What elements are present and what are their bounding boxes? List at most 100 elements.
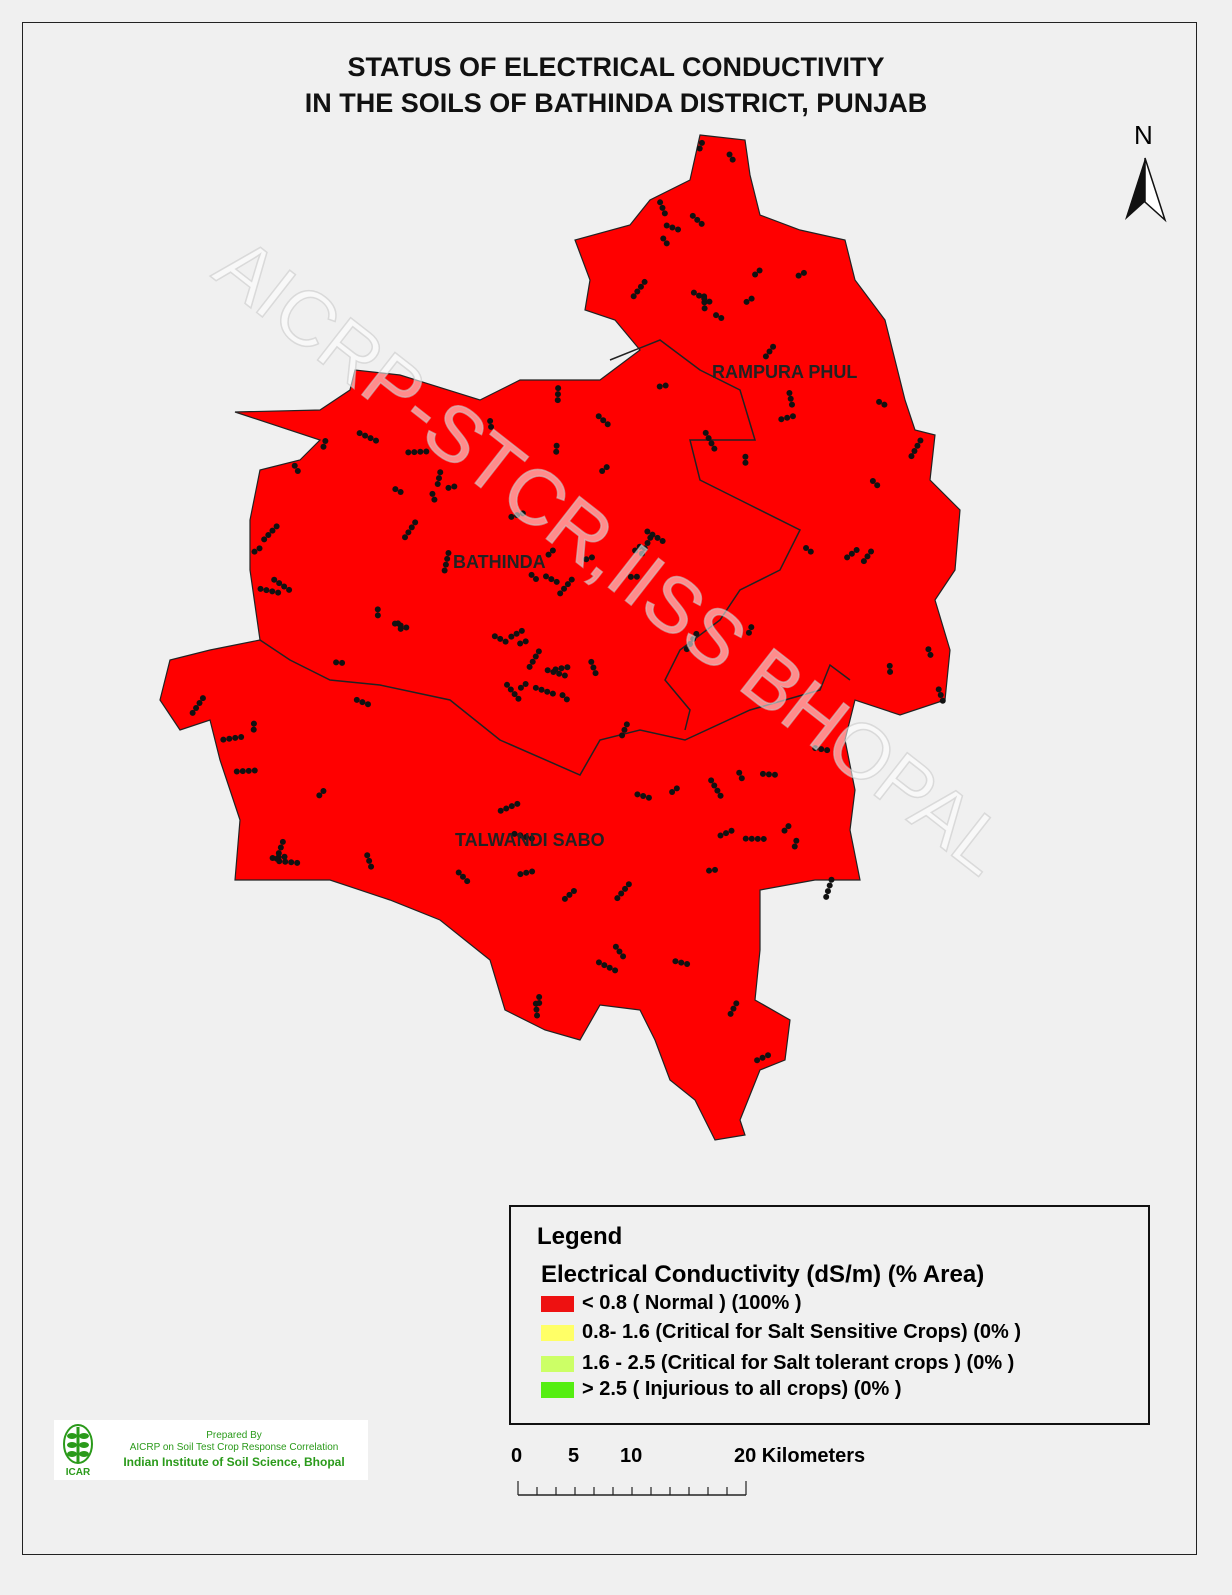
- sample-point: [405, 529, 412, 536]
- sample-point: [497, 635, 504, 642]
- sample-point: [736, 769, 743, 776]
- sample-point: [451, 483, 458, 490]
- sample-point: [701, 305, 708, 312]
- sample-point: [554, 397, 561, 404]
- sample-point: [641, 545, 648, 552]
- sample-point: [619, 732, 626, 739]
- block-label-bathinda: BATHINDA: [453, 552, 546, 572]
- sample-point: [548, 576, 555, 583]
- sample-point: [269, 527, 276, 534]
- sample-point: [245, 767, 252, 774]
- sample-point: [273, 523, 280, 530]
- sample-point: [784, 414, 791, 421]
- sample-point: [517, 640, 524, 647]
- sample-point: [367, 435, 374, 442]
- sample-point: [502, 638, 509, 645]
- sample-point: [711, 445, 718, 452]
- sample-point: [824, 888, 831, 895]
- sample-point: [828, 876, 835, 883]
- sample-point: [423, 448, 430, 455]
- sample-point: [876, 398, 883, 405]
- sample-point: [592, 670, 599, 677]
- sample-point: [392, 486, 399, 493]
- sample-point: [220, 736, 227, 743]
- north-arrow-icon: [1125, 157, 1167, 223]
- sample-point: [269, 588, 276, 595]
- sample-point: [238, 733, 245, 740]
- legend-item-label: 0.8- 1.6 (Critical for Salt Sensitive Cr…: [582, 1321, 1022, 1343]
- sample-point: [770, 343, 777, 350]
- credit-line1: Prepared By: [206, 1430, 262, 1441]
- sample-point: [445, 484, 452, 491]
- sample-point: [778, 416, 785, 423]
- sample-point: [612, 967, 619, 974]
- sample-point: [728, 827, 735, 834]
- sample-point: [373, 437, 380, 444]
- sample-point: [549, 690, 556, 697]
- sample-point: [359, 699, 366, 706]
- sample-point: [672, 958, 679, 965]
- sample-point: [544, 667, 551, 674]
- sample-point: [518, 627, 525, 634]
- sample-point: [374, 612, 381, 619]
- sample-point: [886, 662, 893, 669]
- sample-point: [752, 271, 759, 278]
- sample-point: [706, 298, 713, 305]
- sample-point: [640, 793, 647, 800]
- sample-point: [787, 395, 794, 402]
- sample-point: [711, 866, 718, 873]
- sample-point: [937, 692, 944, 699]
- sample-point: [397, 622, 404, 629]
- sample-point: [511, 830, 518, 837]
- sample-point: [517, 684, 524, 691]
- north-arrow: N: [1120, 120, 1170, 230]
- legend: Legend Electrical Conductivity (dS/m) (%…: [509, 1205, 1150, 1425]
- sample-point: [791, 843, 798, 850]
- sample-point: [275, 850, 282, 857]
- sample-point: [528, 835, 535, 842]
- sample-point: [812, 745, 819, 752]
- sample-point: [488, 423, 495, 430]
- sample-point: [714, 787, 721, 794]
- sample-point: [690, 289, 697, 296]
- legend-item-label: < 0.8 ( Normal ) (100% ): [582, 1292, 802, 1314]
- sample-point: [818, 746, 825, 753]
- legend-heading: Electrical Conductivity (dS/m) (% Area): [541, 1261, 985, 1288]
- sample-point: [601, 962, 608, 969]
- sample-point: [558, 665, 565, 672]
- map-title-line2: IN THE SOILS OF BATHINDA DISTRICT, PUNJA…: [304, 88, 928, 118]
- sample-point: [196, 700, 203, 707]
- sample-point: [654, 534, 661, 541]
- sample-point: [864, 553, 871, 560]
- sample-point: [657, 199, 664, 206]
- sample-point: [271, 576, 278, 583]
- sample-point: [868, 548, 875, 555]
- sample-point: [566, 891, 573, 898]
- sample-point: [508, 633, 515, 640]
- sample-point: [536, 1000, 543, 1007]
- sample-point: [669, 224, 676, 231]
- sample-point: [356, 430, 363, 437]
- sample-point: [550, 668, 557, 675]
- sample-point: [616, 948, 623, 955]
- sample-point: [277, 844, 284, 851]
- sample-point: [683, 646, 690, 653]
- sample-point: [727, 1010, 734, 1017]
- sample-point: [564, 581, 571, 588]
- sample-point: [661, 210, 668, 217]
- sample-point: [517, 871, 524, 878]
- sample-point: [533, 1006, 540, 1013]
- sample-point: [765, 1052, 772, 1059]
- sample-point: [633, 573, 640, 580]
- sample-point: [549, 547, 556, 554]
- sample-point: [645, 794, 652, 801]
- sample-point: [660, 235, 667, 242]
- sample-point: [445, 549, 452, 556]
- sample-point: [397, 489, 404, 496]
- sample-points: [189, 139, 946, 1064]
- sample-point: [723, 830, 730, 837]
- sample-point: [625, 881, 632, 888]
- sample-point: [339, 659, 346, 666]
- sample-point: [803, 544, 810, 551]
